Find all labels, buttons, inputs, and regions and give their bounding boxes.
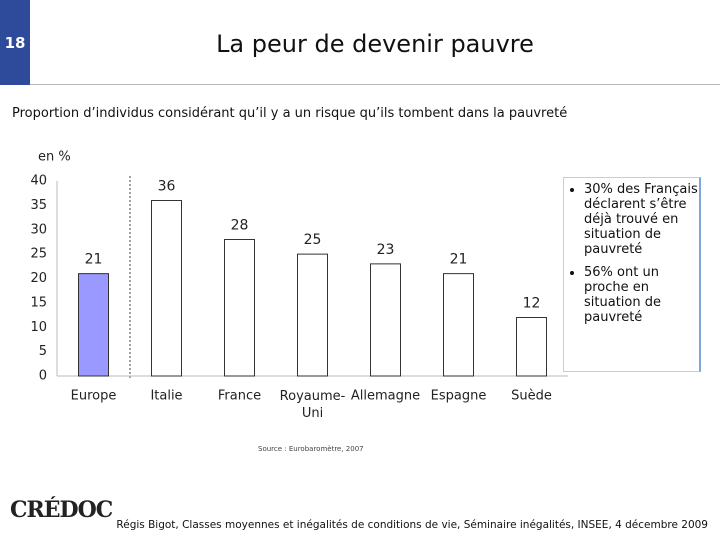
- x-tick-label: Suède: [511, 389, 552, 404]
- subtitle: Proportion d’individus considérant qu’il…: [12, 106, 568, 121]
- source: Source : Eurobaromètre, 2007: [258, 445, 364, 453]
- value-label: 23: [377, 242, 395, 258]
- slide-number: 18: [4, 34, 26, 52]
- bar: [297, 253, 328, 377]
- y-tick-label: 35: [30, 198, 47, 213]
- y-tick-label: 15: [30, 295, 47, 310]
- value-label: 12: [523, 296, 541, 312]
- x-tick-label: France: [218, 389, 261, 404]
- y-tick-label: 30: [30, 222, 47, 237]
- bar: [370, 263, 401, 377]
- y-axis-label: en %: [38, 150, 71, 165]
- x-tick-label: Espagne: [431, 389, 487, 404]
- y-tick-label: 0: [39, 369, 47, 384]
- y-tick-label: 40: [30, 174, 47, 189]
- bullet: 30% des Français déclarent s’être déjà t…: [584, 182, 699, 257]
- value-label: 21: [450, 252, 468, 268]
- value-label: 36: [158, 179, 176, 195]
- y-tick-label: 20: [30, 271, 47, 286]
- bullet: 56% ont un proche en situation de pauvre…: [584, 265, 699, 325]
- footer: Régis Bigot, Classes moyennes et inégali…: [116, 519, 708, 531]
- slide-title: La peur de devenir pauvre: [216, 30, 534, 58]
- bar: [516, 317, 547, 377]
- y-tick-label: 25: [30, 247, 47, 262]
- logo: CRÉDOC: [10, 497, 113, 523]
- notes-box: 30% des Français déclarent s’être déjà t…: [563, 177, 701, 372]
- bar: [443, 273, 474, 377]
- y-tick-label: 10: [30, 320, 47, 335]
- value-label: 25: [304, 232, 322, 248]
- y-tick-label: 5: [39, 344, 47, 359]
- x-tick-label: Europe: [71, 389, 117, 404]
- bar: [151, 200, 182, 377]
- side-band: [0, 0, 30, 85]
- header-rule: [30, 84, 720, 85]
- value-label: 21: [85, 252, 103, 268]
- x-tick-label: Italie: [150, 389, 182, 404]
- value-label: 28: [231, 218, 249, 234]
- bullet-list: 30% des Français déclarent s’être déjà t…: [564, 182, 699, 325]
- x-tick-label: Royaume-Uni: [280, 389, 346, 421]
- x-tick-label: Allemagne: [351, 389, 420, 404]
- bar: [224, 239, 255, 377]
- bar: [78, 273, 109, 377]
